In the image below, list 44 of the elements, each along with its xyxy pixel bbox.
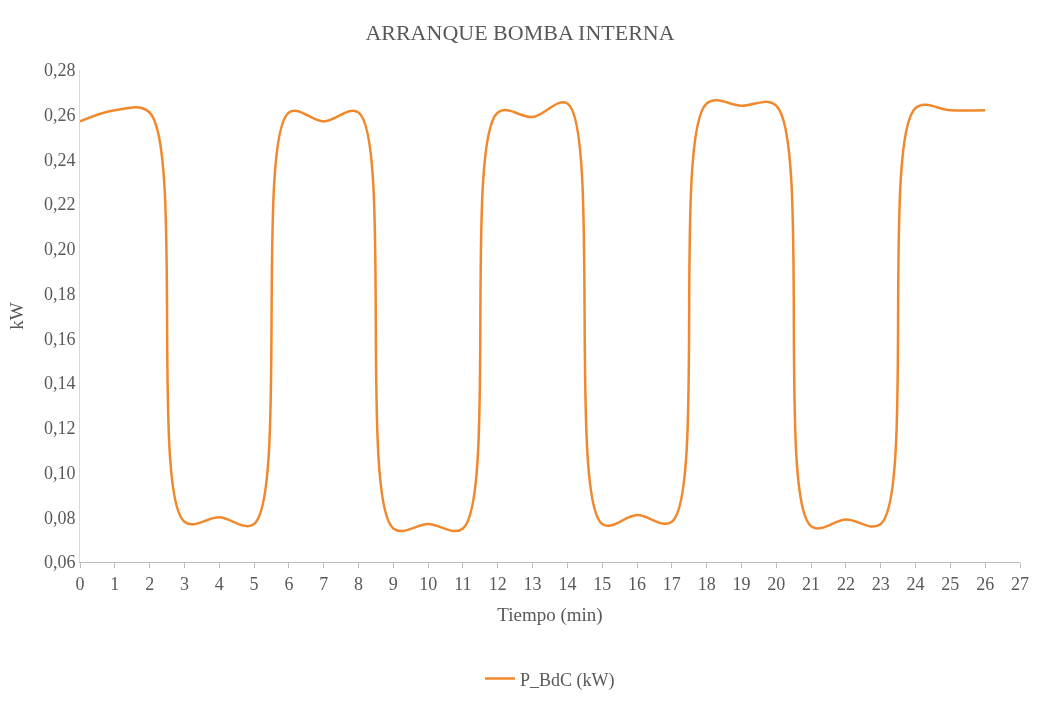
x-tick-label: 20 <box>767 573 786 594</box>
y-tick-label: 0,26 <box>43 105 76 126</box>
y-tick-label: 0,08 <box>43 507 76 528</box>
y-tick-label: 0,22 <box>43 194 76 215</box>
y-tick-label: 0,18 <box>43 283 76 304</box>
y-axis-title: kW <box>5 302 27 330</box>
x-tick-label: 14 <box>558 573 577 594</box>
x-tick-label: 12 <box>488 573 507 594</box>
y-tick-label: 0,28 <box>43 60 76 81</box>
chart-title: ARRANQUE BOMBA INTERNA <box>365 20 675 46</box>
x-tick-label: 6 <box>284 573 294 594</box>
y-tick-label: 0,16 <box>43 328 76 349</box>
x-tick-label: 21 <box>802 573 821 594</box>
x-tick-label: 1 <box>110 573 120 594</box>
x-tick-label: 11 <box>454 573 472 594</box>
legend-label: P_BdC (kW) <box>520 669 615 691</box>
x-tick-label: 26 <box>976 573 995 594</box>
x-tick-label: 3 <box>179 573 189 594</box>
x-tick-label: 0 <box>75 573 85 594</box>
x-tick-label: 19 <box>732 573 751 594</box>
x-tick-label: 7 <box>319 573 329 594</box>
x-tick-label: 9 <box>388 573 398 594</box>
y-tick-label: 0,14 <box>43 373 76 394</box>
y-tick-label: 0,20 <box>43 239 76 260</box>
y-tick-label: 0,12 <box>43 418 76 439</box>
x-tick-label: 23 <box>871 573 890 594</box>
y-tick-label: 0,10 <box>43 462 76 483</box>
x-tick-label: 15 <box>593 573 612 594</box>
x-tick-label: 17 <box>662 573 681 594</box>
x-axis-title: Tiempo (min) <box>497 604 603 627</box>
x-tick-label: 25 <box>941 573 960 594</box>
x-tick-label: 27 <box>1011 573 1029 594</box>
x-tick-label: 5 <box>249 573 259 594</box>
x-tick-label: 22 <box>836 573 855 594</box>
x-tick-label: 24 <box>906 573 925 594</box>
x-tick-label: 13 <box>523 573 542 594</box>
x-tick-label: 10 <box>419 573 438 594</box>
x-tick-label: 8 <box>354 573 364 594</box>
x-tick-label: 18 <box>697 573 716 594</box>
y-tick-label: 0,24 <box>43 149 76 170</box>
y-tick-label: 0,06 <box>43 552 76 573</box>
x-tick-label: 2 <box>145 573 155 594</box>
x-tick-label: 16 <box>628 573 647 594</box>
x-tick-label: 4 <box>214 573 224 594</box>
